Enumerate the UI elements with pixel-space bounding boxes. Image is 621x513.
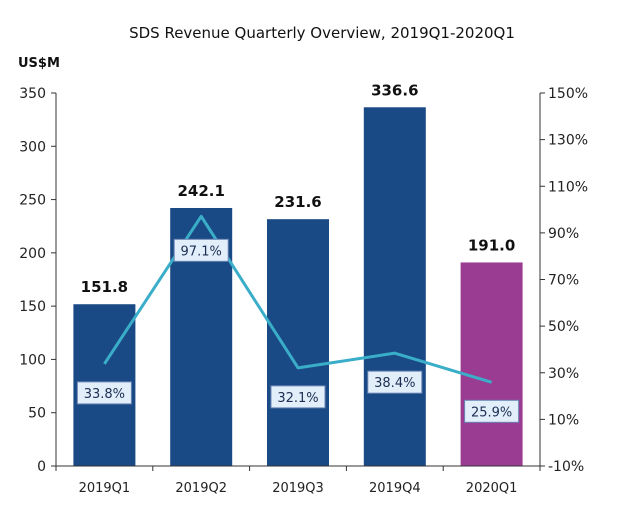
x-tick-label: 2019Q4 bbox=[369, 481, 421, 496]
growth-label-box bbox=[76, 381, 132, 405]
bar-2019Q3 bbox=[267, 219, 329, 466]
growth-label-box bbox=[173, 238, 229, 262]
x-tick-label: 2019Q2 bbox=[175, 481, 227, 496]
right-tick-label: -10% bbox=[548, 459, 584, 475]
left-tick-label: 200 bbox=[19, 246, 46, 262]
right-tick-label: 150% bbox=[548, 86, 588, 102]
growth-label-2019Q3: 32.1% bbox=[270, 385, 326, 409]
growth-label-text: 38.4% bbox=[374, 376, 415, 391]
growth-line-series bbox=[103, 214, 493, 384]
growth-label-2019Q1: 33.8% bbox=[76, 381, 132, 405]
left-tick-label: 150 bbox=[19, 299, 46, 315]
bar-value-label: 191.0 bbox=[468, 236, 515, 254]
bar-value-label: 336.6 bbox=[371, 81, 418, 99]
right-axis-ticks: -10% 10% 30% 50% 70% 90% 110% 130% 150% bbox=[540, 86, 588, 475]
right-tick-label: 50% bbox=[548, 319, 579, 335]
growth-line bbox=[103, 214, 493, 384]
left-tick-label: 250 bbox=[19, 193, 46, 209]
growth-label-text: 33.8% bbox=[84, 387, 125, 402]
right-tick-label: 70% bbox=[548, 273, 579, 289]
growth-label-box bbox=[464, 399, 520, 423]
growth-label-2019Q2: 97.1% bbox=[173, 238, 229, 262]
x-tick-label: 2019Q3 bbox=[272, 481, 324, 496]
bar-2020Q1 bbox=[460, 262, 523, 466]
right-tick-label: 130% bbox=[548, 133, 588, 149]
x-tick-label: 2019Q1 bbox=[79, 481, 131, 496]
right-tick-label: 10% bbox=[548, 412, 579, 428]
growth-value-labels: 33.8% 97.1% 32.1% 38.4% 25.9% bbox=[76, 238, 520, 423]
right-tick-label: 30% bbox=[548, 366, 579, 382]
growth-label-text: 32.1% bbox=[277, 391, 318, 406]
growth-label-2019Q4: 38.4% bbox=[367, 370, 423, 394]
y-axis-unit-label: US$M bbox=[18, 56, 60, 71]
left-tick-label: 50 bbox=[28, 406, 46, 422]
x-axis-ticks: 2019Q1 2019Q2 2019Q3 2019Q4 2020Q1 bbox=[55, 466, 541, 496]
bar-value-label: 242.1 bbox=[177, 182, 224, 200]
x-tick-label: 2020Q1 bbox=[466, 481, 518, 496]
growth-label-box bbox=[367, 370, 423, 394]
left-tick-label: 350 bbox=[19, 86, 46, 102]
growth-label-text: 97.1% bbox=[181, 244, 222, 259]
left-tick-label: 300 bbox=[19, 139, 46, 155]
bar-series bbox=[73, 107, 523, 466]
right-tick-label: 90% bbox=[548, 226, 579, 242]
growth-label-text: 25.9% bbox=[471, 405, 512, 420]
bar-value-label: 231.6 bbox=[274, 193, 321, 211]
bar-2019Q4 bbox=[363, 107, 426, 466]
right-tick-label: 110% bbox=[548, 179, 588, 195]
bar-value-label: 151.8 bbox=[81, 278, 128, 296]
chart-title: SDS Revenue Quarterly Overview, 2019Q1-2… bbox=[129, 24, 515, 42]
left-axis-ticks: 0 50 100 150 200 250 300 350 bbox=[19, 86, 56, 475]
bar-value-labels: 151.8 242.1 231.6 336.6 191.0 bbox=[81, 81, 516, 296]
left-tick-label: 100 bbox=[19, 352, 46, 368]
growth-label-box bbox=[270, 385, 326, 409]
growth-label-2020Q1: 25.9% bbox=[464, 399, 520, 423]
left-tick-label: 0 bbox=[37, 459, 46, 475]
